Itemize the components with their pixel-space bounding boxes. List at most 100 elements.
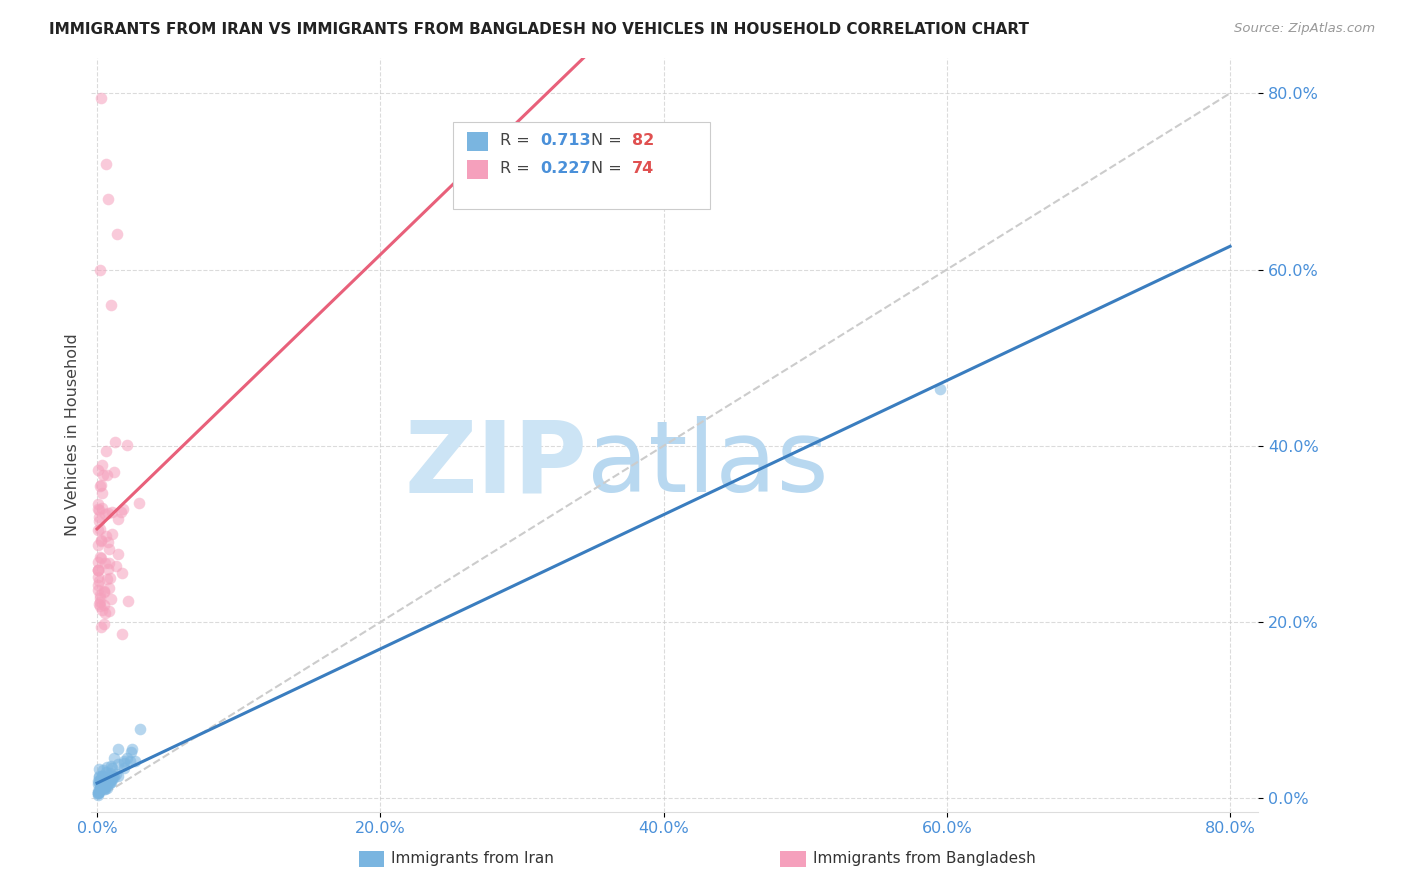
Text: Immigrants from Bangladesh: Immigrants from Bangladesh [813, 852, 1035, 866]
Point [98, 556, 121, 570]
Point [87, 538, 110, 552]
Point [98, 776, 121, 790]
Point [93, 775, 115, 789]
Point [87, 777, 110, 791]
Text: 74: 74 [631, 161, 654, 177]
Point [94, 776, 117, 790]
Text: Source: ZipAtlas.com: Source: ZipAtlas.com [1234, 22, 1375, 36]
Point [91, 769, 114, 783]
Text: IMMIGRANTS FROM IRAN VS IMMIGRANTS FROM BANGLADESH NO VEHICLES IN HOUSEHOLD CORR: IMMIGRANTS FROM IRAN VS IMMIGRANTS FROM … [49, 22, 1029, 37]
Point [96, 468, 118, 483]
Text: 0.713: 0.713 [541, 134, 592, 148]
Point [87, 563, 110, 577]
Point [93, 781, 115, 796]
Point [117, 751, 139, 765]
Text: R =: R = [501, 134, 534, 148]
Point [94, 556, 117, 570]
Text: 0.227: 0.227 [541, 161, 592, 177]
Point [100, 298, 122, 312]
Point [103, 751, 125, 765]
Text: N =: N = [591, 161, 627, 177]
Point [112, 756, 135, 770]
Point [98, 774, 121, 789]
Point [91, 780, 114, 794]
Point [90, 551, 112, 566]
Point [87, 574, 110, 588]
Point [87, 502, 110, 516]
Point [90, 778, 112, 792]
Y-axis label: No Vehicles in Household: No Vehicles in Household [65, 334, 80, 536]
Point [94, 157, 117, 171]
Point [96, 780, 118, 795]
Point [111, 502, 134, 516]
Point [91, 781, 114, 796]
Point [105, 227, 128, 242]
Point [112, 754, 135, 768]
Point [89, 595, 111, 609]
Point [90, 780, 112, 795]
Point [103, 465, 125, 479]
Point [101, 527, 124, 541]
Point [107, 741, 129, 756]
Point [93, 598, 115, 612]
Point [94, 607, 117, 621]
Point [107, 769, 129, 783]
Point [90, 773, 112, 788]
Point [90, 781, 112, 796]
Point [89, 522, 111, 536]
Point [93, 584, 115, 599]
Point [129, 723, 152, 737]
Point [107, 512, 129, 526]
Point [91, 458, 114, 472]
FancyBboxPatch shape [467, 160, 488, 178]
Point [107, 757, 129, 772]
Point [90, 775, 112, 789]
Point [100, 591, 122, 606]
Text: N =: N = [591, 134, 627, 148]
Point [97, 773, 120, 788]
Point [128, 495, 150, 509]
Point [101, 769, 124, 783]
Point [87, 762, 110, 776]
Point [94, 775, 117, 789]
Point [103, 770, 125, 784]
Point [90, 779, 112, 793]
Point [120, 745, 142, 759]
Point [90, 533, 112, 548]
Point [98, 776, 121, 790]
Point [90, 603, 112, 617]
Point [97, 604, 120, 618]
Point [118, 755, 141, 769]
Point [87, 497, 110, 511]
Point [121, 742, 143, 756]
FancyBboxPatch shape [467, 132, 488, 151]
Point [91, 779, 114, 793]
Point [89, 599, 111, 614]
Point [93, 774, 115, 789]
Point [87, 582, 110, 597]
Point [91, 772, 114, 786]
Point [93, 776, 115, 790]
Point [87, 510, 110, 524]
Point [87, 788, 110, 802]
Point [111, 627, 134, 641]
Point [100, 775, 122, 789]
Point [96, 771, 118, 785]
Text: 82: 82 [631, 134, 654, 148]
Point [89, 598, 111, 612]
Point [100, 772, 122, 786]
Point [96, 759, 118, 773]
Point [91, 770, 114, 784]
Point [87, 786, 110, 800]
Point [87, 787, 110, 801]
Point [104, 766, 127, 780]
Point [87, 463, 110, 477]
Point [93, 778, 115, 792]
Point [89, 780, 111, 794]
Point [89, 262, 111, 277]
Point [93, 585, 115, 599]
Point [87, 786, 110, 800]
Point [90, 533, 112, 548]
Point [100, 505, 122, 519]
Point [87, 774, 110, 789]
